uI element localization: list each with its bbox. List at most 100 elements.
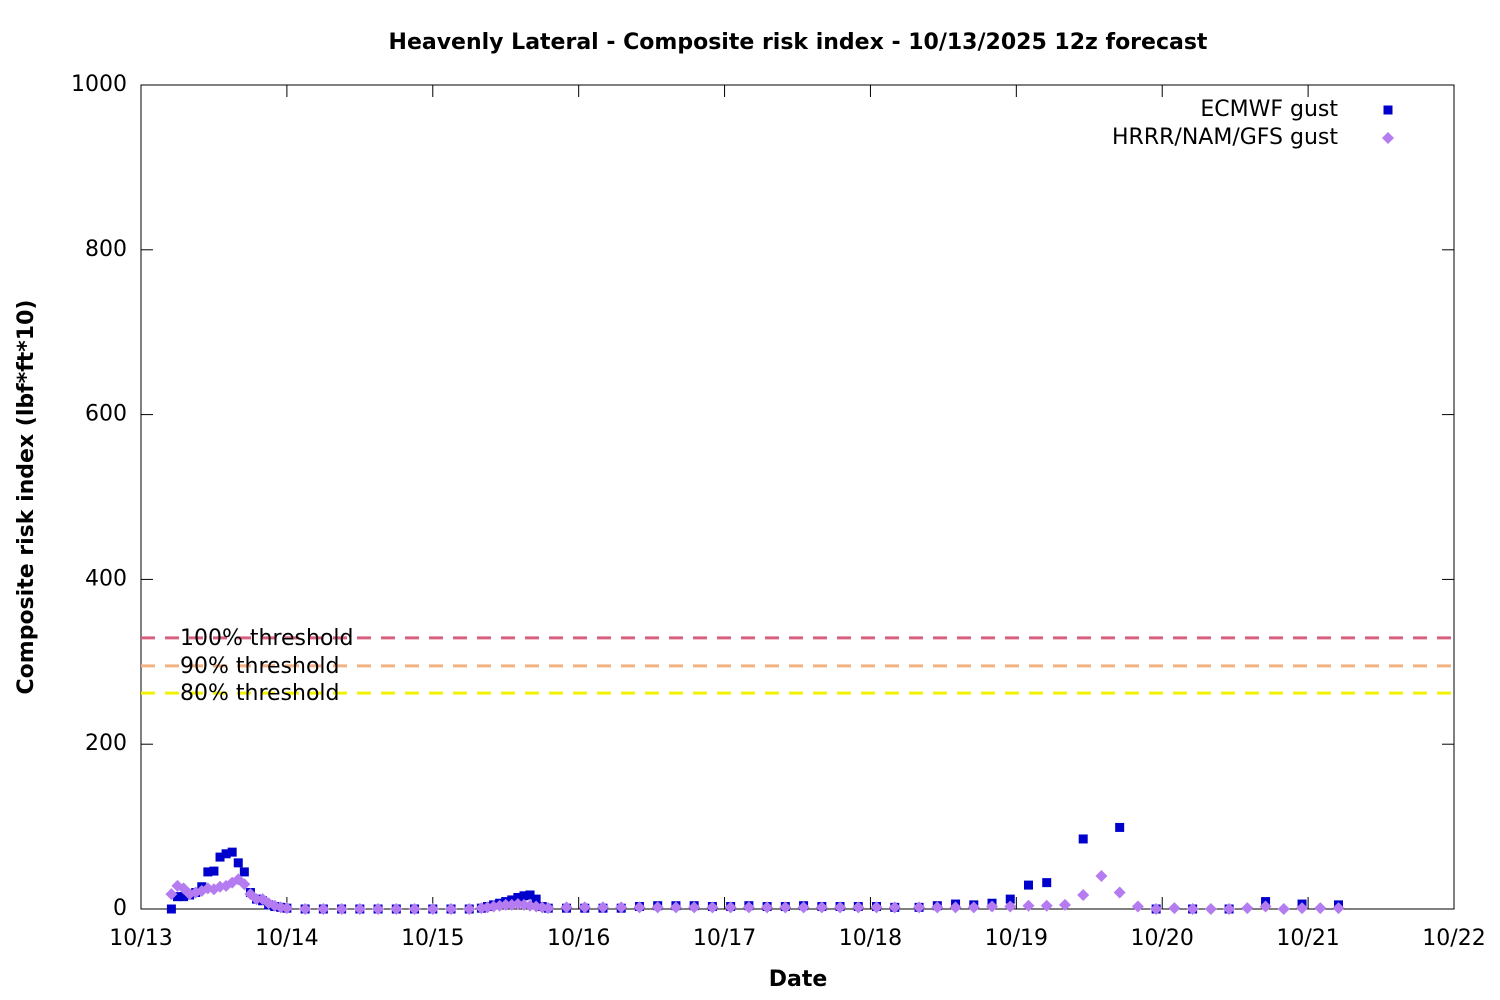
data-point xyxy=(513,892,523,902)
data-point xyxy=(1022,899,1035,912)
data-point xyxy=(1168,902,1181,915)
data-point xyxy=(372,903,385,915)
data-point xyxy=(1277,903,1290,915)
data-point xyxy=(499,898,512,911)
data-point xyxy=(1186,903,1199,915)
data-point xyxy=(633,901,646,914)
data-point xyxy=(651,901,664,914)
data-point xyxy=(426,903,439,915)
data-point xyxy=(779,901,792,914)
data-point xyxy=(1058,898,1071,911)
data-point xyxy=(852,901,865,914)
data-point xyxy=(335,903,348,915)
data-point xyxy=(1005,894,1015,904)
data-point xyxy=(531,894,541,904)
data-point xyxy=(949,901,962,914)
x-tick-label: 10/21 xyxy=(1276,926,1339,951)
x-tick-label: 10/19 xyxy=(985,926,1048,951)
data-point xyxy=(166,904,176,914)
data-point xyxy=(669,901,682,914)
data-point xyxy=(888,901,901,914)
y-tick-label: 600 xyxy=(85,402,127,427)
data-point xyxy=(724,901,737,914)
data-point xyxy=(742,901,755,914)
data-point xyxy=(209,866,219,876)
data-point xyxy=(299,903,312,915)
data-point xyxy=(172,892,182,902)
data-point xyxy=(931,901,944,914)
data-point xyxy=(797,901,810,914)
data-point xyxy=(596,901,609,914)
data-point xyxy=(1095,870,1108,883)
data-point xyxy=(1078,834,1088,844)
data-point xyxy=(280,902,293,915)
data-point xyxy=(179,892,189,902)
data-point xyxy=(1115,822,1125,832)
data-point xyxy=(1042,878,1052,888)
data-point xyxy=(761,901,774,914)
data-point xyxy=(390,903,403,915)
data-point xyxy=(1113,886,1126,899)
data-point xyxy=(215,852,225,862)
data-point xyxy=(615,901,628,914)
data-point xyxy=(1004,900,1017,913)
y-tick-label: 1000 xyxy=(71,72,127,97)
legend-marker xyxy=(1382,132,1394,144)
y-tick-label: 0 xyxy=(113,896,127,921)
data-point xyxy=(445,903,458,915)
x-tick-label: 10/15 xyxy=(401,926,464,951)
data-point xyxy=(1241,902,1254,915)
data-point xyxy=(165,888,178,901)
y-tick-label: 800 xyxy=(85,237,127,262)
data-point xyxy=(1040,899,1053,912)
data-point xyxy=(221,849,231,859)
x-tick-label: 10/14 xyxy=(255,926,318,951)
threshold-label: 100% threshold xyxy=(180,626,354,651)
data-point xyxy=(967,901,980,914)
data-point xyxy=(706,901,719,914)
chart-title: Heavenly Lateral - Composite risk index … xyxy=(389,30,1208,55)
legend-marker xyxy=(1383,105,1393,115)
data-point xyxy=(578,901,591,914)
data-point xyxy=(1332,902,1345,915)
data-point xyxy=(525,890,535,900)
data-point xyxy=(1296,902,1309,915)
data-point xyxy=(688,901,701,914)
data-point xyxy=(815,901,828,914)
threshold-label: 90% threshold xyxy=(180,654,340,679)
x-tick-label: 10/18 xyxy=(839,926,902,951)
data-point xyxy=(913,901,926,914)
data-point xyxy=(1150,903,1163,915)
data-point xyxy=(203,867,213,877)
threshold-label: 80% threshold xyxy=(180,681,340,706)
data-point xyxy=(560,901,573,914)
legend-label: HRRR/NAM/GFS gust xyxy=(1112,125,1338,150)
data-point xyxy=(1259,900,1272,913)
data-point xyxy=(239,867,249,877)
data-point xyxy=(1314,902,1327,915)
data-point xyxy=(250,893,263,906)
x-tick-label: 10/22 xyxy=(1422,926,1485,951)
data-point xyxy=(1023,880,1033,890)
data-point xyxy=(834,901,847,914)
data-point xyxy=(233,858,243,868)
data-point xyxy=(1077,888,1090,901)
data-point xyxy=(227,847,237,857)
data-point xyxy=(986,900,999,913)
data-point xyxy=(408,903,421,915)
x-axis-label: Date xyxy=(769,967,828,992)
x-tick-label: 10/20 xyxy=(1131,926,1194,951)
y-tick-label: 400 xyxy=(85,566,127,591)
data-point xyxy=(519,891,529,901)
data-point xyxy=(1204,903,1217,915)
y-tick-label: 200 xyxy=(85,731,127,756)
data-point xyxy=(317,903,330,915)
data-point xyxy=(1223,903,1236,915)
data-point xyxy=(1131,900,1144,913)
x-tick-label: 10/16 xyxy=(547,926,610,951)
data-point xyxy=(353,903,366,915)
data-point xyxy=(463,903,476,915)
x-tick-label: 10/13 xyxy=(109,926,172,951)
plot-frame xyxy=(140,84,1455,910)
